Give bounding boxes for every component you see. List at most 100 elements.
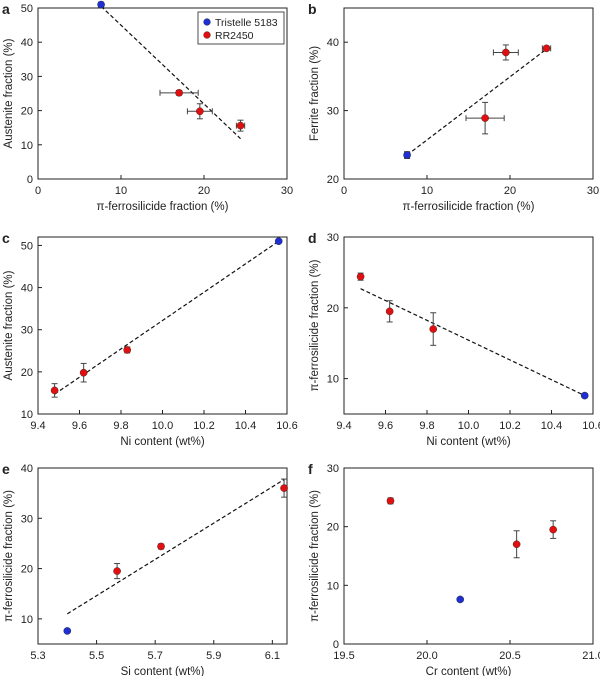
data-point <box>123 346 132 354</box>
data-point <box>50 386 59 395</box>
plot-frame <box>343 467 594 645</box>
x-axis-label: Cr content (wt%) <box>426 666 512 676</box>
y-axis-label: Austenite fraction (%) <box>3 38 15 148</box>
x-tick-label: 10 <box>115 185 127 197</box>
y-tick-label: 10 <box>327 374 339 386</box>
y-tick-label: 30 <box>21 325 33 337</box>
x-tick-label: 10.0 <box>152 420 173 432</box>
x-tick-label: 0 <box>35 185 41 197</box>
x-tick-label: 9.8 <box>419 420 434 432</box>
data-point <box>542 44 551 53</box>
x-tick-label: 5.9 <box>206 650 221 662</box>
y-tick-label: 20 <box>327 303 339 315</box>
data-point <box>549 525 557 534</box>
x-tick-label: 9.4 <box>30 420 45 432</box>
y-axis-label: π-ferrosilicide fraction (%) <box>3 490 15 622</box>
data-point <box>580 391 589 400</box>
x-tick-label: 9.4 <box>336 420 351 432</box>
plot-frame <box>343 7 594 180</box>
y-tick-label: 20 <box>327 174 339 186</box>
panel-letter: b <box>308 1 317 17</box>
plot-frame <box>37 7 288 180</box>
data-point <box>386 497 395 505</box>
x-tick-label: 10.4 <box>541 420 562 432</box>
data-point <box>502 48 510 57</box>
y-tick-label: 30 <box>21 71 33 83</box>
data-point <box>113 567 121 575</box>
x-tick-label: 20.0 <box>416 650 437 662</box>
data-point <box>385 307 394 316</box>
y-tick-label: 40 <box>21 463 33 475</box>
y-axis-label: π-ferrosilicide fraction (%) <box>309 259 321 391</box>
fit-line <box>54 240 280 395</box>
panel-b: b 0 10 20 30 20 30 40 π-ferrosilicide fraction (… <box>308 1 599 213</box>
data-point <box>63 627 72 635</box>
y-tick-label: 30 <box>327 463 339 475</box>
x-tick-label: 10.6 <box>582 420 600 432</box>
panel-letter: e <box>2 461 10 477</box>
panel-c: c 9.4 9.6 9.8 10.0 10.2 10.4 10.6 10 20 30 40 50 Ni c… <box>2 230 298 448</box>
y-tick-label: 30 <box>21 513 33 525</box>
y-tick-label: 30 <box>327 232 339 244</box>
data-point <box>403 151 411 159</box>
panel-letter: c <box>2 230 10 246</box>
data-point <box>429 325 438 333</box>
x-axis-label: π-ferrosilicide fraction (%) <box>97 201 229 213</box>
legend-label: RR2450 <box>215 30 254 42</box>
x-tick-label: 10.2 <box>499 420 520 432</box>
legend-label: Tristelle 5183 <box>215 17 278 29</box>
data-point <box>280 484 288 492</box>
panel-e: e 5.3 5.5 5.7 5.9 6.1 10 20 30 40 Si content (wt%)… <box>2 461 288 676</box>
x-tick-label: 10.6 <box>276 420 297 432</box>
data-point <box>456 595 465 604</box>
fit-line <box>360 288 585 397</box>
y-tick-label: 20 <box>21 564 33 576</box>
fit-line <box>406 48 547 156</box>
x-tick-label: 30 <box>587 185 599 197</box>
data-point <box>481 114 489 122</box>
y-tick-label: 10 <box>21 409 33 421</box>
data-point <box>196 107 204 116</box>
y-tick-label: 20 <box>21 367 33 379</box>
x-axis-label: Ni content (wt%) <box>120 436 205 448</box>
legend-box <box>197 11 285 45</box>
y-tick-label: 40 <box>21 283 33 295</box>
x-tick-label: 10.0 <box>458 420 479 432</box>
x-axis-label: Ni content (wt%) <box>426 436 511 448</box>
x-tick-label: 5.7 <box>148 650 163 662</box>
x-axis-label: π-ferrosilicide fraction (%) <box>403 201 535 213</box>
y-axis-label: Austenite fraction (%) <box>3 270 15 380</box>
y-tick-label: 0 <box>333 639 339 651</box>
y-tick-label: 50 <box>21 240 33 252</box>
panel-letter: f <box>308 461 313 477</box>
x-tick-label: 10 <box>421 185 433 197</box>
data-point <box>236 121 245 130</box>
plot-frame <box>37 236 288 415</box>
x-tick-label: 20.5 <box>499 650 520 662</box>
legend-marker <box>203 18 211 26</box>
x-tick-label: 10.4 <box>235 420 256 432</box>
plot-frame <box>343 236 594 415</box>
plot-frame <box>37 467 288 645</box>
data-point <box>512 540 521 549</box>
panel-d: d 9.4 9.6 9.8 10.0 10.2 10.4 10.6 10 20 30 Ni conte… <box>308 230 600 448</box>
y-tick-label: 40 <box>327 37 339 49</box>
x-axis-label: Si content (wt%) <box>121 666 205 676</box>
x-tick-label: 20 <box>504 185 516 197</box>
x-tick-label: 19.5 <box>333 650 354 662</box>
x-tick-label: 9.6 <box>72 420 87 432</box>
x-tick-label: 9.8 <box>113 420 128 432</box>
y-tick-label: 20 <box>21 106 33 118</box>
data-point <box>356 272 365 281</box>
data-point <box>274 237 283 246</box>
data-point <box>157 542 165 551</box>
y-tick-label: 40 <box>21 37 33 49</box>
x-tick-label: 6.1 <box>265 650 280 662</box>
x-tick-label: 9.6 <box>378 420 393 432</box>
x-tick-label: 5.5 <box>89 650 104 662</box>
y-tick-label: 10 <box>21 140 33 152</box>
y-axis-label: π-ferrosilicide fraction (%) <box>309 490 321 622</box>
y-tick-label: 0 <box>27 174 33 186</box>
